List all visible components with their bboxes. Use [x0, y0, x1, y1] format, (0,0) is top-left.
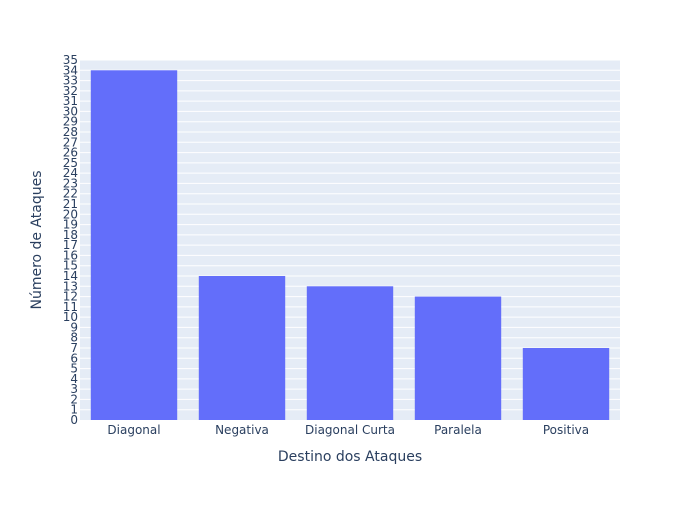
bar[interactable] — [198, 276, 286, 420]
y-tick-label: 11 — [63, 300, 78, 314]
x-tick-label: Positiva — [543, 423, 589, 437]
x-tick-label: Diagonal Curta — [305, 423, 395, 437]
y-tick-label: 17 — [63, 238, 78, 252]
x-tick-label: Diagonal — [107, 423, 160, 437]
x-axis-title: Destino dos Ataques — [278, 449, 422, 465]
y-tick-label: 21 — [63, 197, 78, 211]
y-axis-title: Número de Ataques — [29, 170, 45, 309]
y-tick-label: 0 — [70, 413, 78, 427]
y-tick-label: 28 — [63, 125, 78, 139]
y-tick-label: 20 — [63, 207, 78, 221]
bar[interactable] — [306, 286, 394, 420]
y-tick-label: 18 — [63, 228, 78, 242]
y-tick-label: 30 — [63, 104, 78, 118]
y-tick-label: 34 — [63, 63, 78, 77]
y-tick-label: 8 — [70, 331, 78, 345]
y-axis-ticks: 0123456789101112131415161718192021222324… — [63, 53, 78, 427]
x-tick-label: Negativa — [215, 423, 269, 437]
y-tick-label: 32 — [63, 84, 78, 98]
bars — [90, 70, 610, 421]
y-tick-label: 13 — [63, 279, 78, 293]
y-tick-label: 2 — [70, 392, 78, 406]
bar[interactable] — [90, 70, 178, 421]
y-tick-label: 1 — [70, 403, 78, 417]
y-tick-label: 7 — [70, 341, 78, 355]
y-tick-label: 31 — [63, 94, 78, 108]
y-tick-label: 23 — [63, 176, 78, 190]
y-tick-label: 25 — [63, 156, 78, 170]
y-tick-label: 10 — [63, 310, 78, 324]
y-tick-label: 15 — [63, 259, 78, 273]
y-tick-label: 26 — [63, 146, 78, 160]
y-tick-label: 24 — [63, 166, 78, 180]
y-tick-label: 6 — [70, 351, 78, 365]
y-tick-label: 33 — [63, 74, 78, 88]
y-tick-label: 3 — [70, 382, 78, 396]
bar[interactable] — [414, 296, 502, 420]
y-tick-label: 12 — [63, 290, 78, 304]
y-tick-label: 16 — [63, 248, 78, 262]
y-tick-label: 35 — [63, 53, 78, 67]
x-tick-label: Paralela — [434, 423, 482, 437]
y-tick-label: 9 — [70, 320, 78, 334]
y-tick-label: 4 — [70, 372, 78, 386]
x-axis-ticks: Diagonal Negativa Diagonal Curta Paralela Po… — [107, 423, 589, 437]
y-tick-label: 22 — [63, 187, 78, 201]
y-tick-label: 19 — [63, 218, 78, 232]
bar[interactable] — [522, 348, 610, 420]
y-tick-label: 29 — [63, 115, 78, 129]
y-tick-label: 5 — [70, 362, 78, 376]
y-tick-label: 27 — [63, 135, 78, 149]
y-tick-label: 14 — [63, 269, 78, 283]
